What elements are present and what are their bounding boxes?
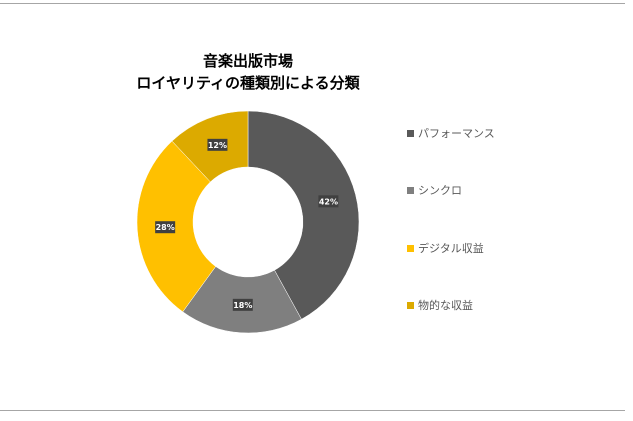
legend-item: デジタル収益 (407, 240, 484, 256)
data-label-bg (155, 221, 176, 234)
legend-label: シンクロ (418, 184, 462, 197)
donut-slice (136, 140, 217, 313)
data-label-text: 12% (208, 141, 227, 150)
legend-swatch (407, 186, 414, 194)
bottom-border (0, 410, 625, 411)
data-label-bg (318, 195, 339, 208)
data-label-text: 42% (319, 197, 338, 206)
legend-swatch (407, 301, 414, 309)
data-label: 42% (318, 195, 339, 208)
legend-item: 物的な収益 (407, 297, 473, 313)
legend-swatch (407, 129, 414, 137)
donut-slice (247, 110, 360, 320)
title-line-1: 音楽出版市場 (202, 52, 293, 70)
data-label-text: 18% (233, 301, 252, 310)
data-label-bg (232, 298, 253, 311)
legend-swatch (407, 244, 414, 252)
legend-label: デジタル収益 (418, 242, 484, 255)
data-label: 28% (155, 221, 176, 234)
title-line-2: ロイヤリティの種類別による分類 (136, 74, 360, 92)
data-label: 18% (232, 298, 253, 311)
data-label-bg (207, 138, 228, 151)
chart-title: 音楽出版市場 ロイヤリティの種類別による分類 (136, 50, 359, 94)
data-label-text: 28% (156, 223, 175, 232)
legend-label: 物的な収益 (418, 299, 473, 312)
data-label: 12% (207, 138, 228, 151)
legend-item: シンクロ (407, 182, 462, 198)
top-border (0, 3, 625, 4)
legend-item: パフォーマンス (407, 125, 495, 141)
legend-label: パフォーマンス (418, 127, 495, 140)
